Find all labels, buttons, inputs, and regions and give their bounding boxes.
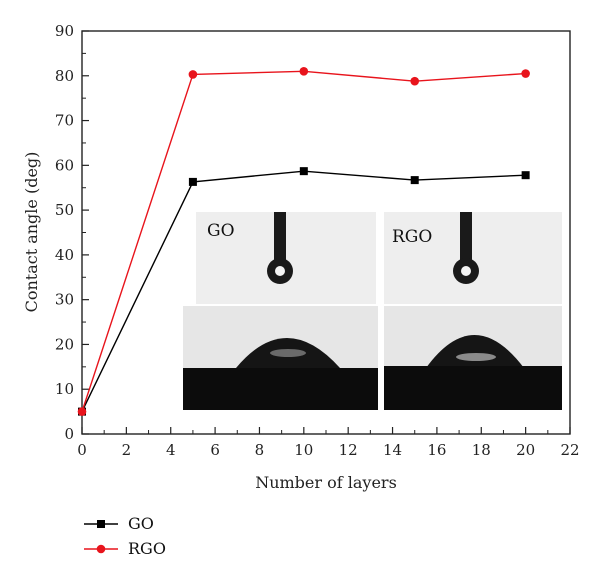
inset-go-label: GO — [207, 221, 235, 241]
x-tick-label: 10 — [294, 441, 313, 459]
x-tick-label: 8 — [255, 441, 265, 459]
data-point-rgo — [188, 70, 198, 79]
data-point-go — [521, 171, 530, 180]
legend: GO RGO — [84, 514, 166, 558]
inset-rgo-label: RGO — [392, 227, 432, 247]
legend-go-label: GO — [128, 514, 154, 533]
axis-ticks: 0 2 4 6 8 10 12 14 16 18 20 22 0 10 20 30 40 50 60 70 80 90 — [55, 22, 580, 459]
droplet-inset-images: GO RGO — [183, 212, 562, 410]
rgo-sessile-drop-icon — [426, 335, 524, 368]
y-tick-label: 10 — [55, 380, 74, 398]
y-tick-label: 30 — [55, 291, 74, 309]
x-tick-label: 2 — [122, 441, 132, 459]
data-point-go — [188, 177, 197, 186]
x-tick-label: 12 — [339, 441, 358, 459]
x-axis-title: Number of layers — [255, 473, 397, 492]
series-layer — [77, 67, 530, 416]
rgo-substrate — [384, 366, 562, 410]
y-tick-label: 60 — [55, 156, 74, 174]
x-tick-label: 18 — [472, 441, 491, 459]
x-tick-label: 20 — [516, 441, 535, 459]
go-substrate — [183, 368, 378, 410]
data-point-rgo — [410, 76, 420, 86]
rgo-needle-icon — [460, 212, 472, 262]
data-point-rgo — [299, 67, 309, 76]
legend-go-marker — [97, 520, 105, 528]
x-tick-label: 14 — [383, 441, 402, 459]
y-tick-label: 20 — [55, 335, 74, 353]
y-tick-label: 90 — [55, 22, 74, 40]
y-tick-label: 50 — [55, 201, 74, 219]
legend-rgo-label: RGO — [128, 539, 166, 558]
y-tick-label: 70 — [55, 112, 74, 130]
x-tick-label: 22 — [560, 441, 579, 459]
y-tick-label: 80 — [55, 67, 74, 85]
y-tick-label: 40 — [55, 246, 74, 264]
y-tick-label: 0 — [64, 425, 74, 443]
go-needle-icon — [274, 212, 286, 262]
data-point-rgo — [521, 69, 530, 78]
x-tick-label: 6 — [210, 441, 220, 459]
data-point-rgo — [77, 407, 87, 416]
y-axis-title: Contact angle (deg) — [22, 152, 41, 313]
data-point-go — [410, 176, 419, 185]
x-tick-label: 4 — [166, 441, 176, 459]
x-tick-label: 0 — [77, 441, 87, 459]
legend-rgo-marker — [96, 544, 106, 554]
rgo-needle-photo — [384, 212, 562, 304]
x-tick-label: 16 — [427, 441, 446, 459]
data-point-go — [299, 167, 308, 176]
